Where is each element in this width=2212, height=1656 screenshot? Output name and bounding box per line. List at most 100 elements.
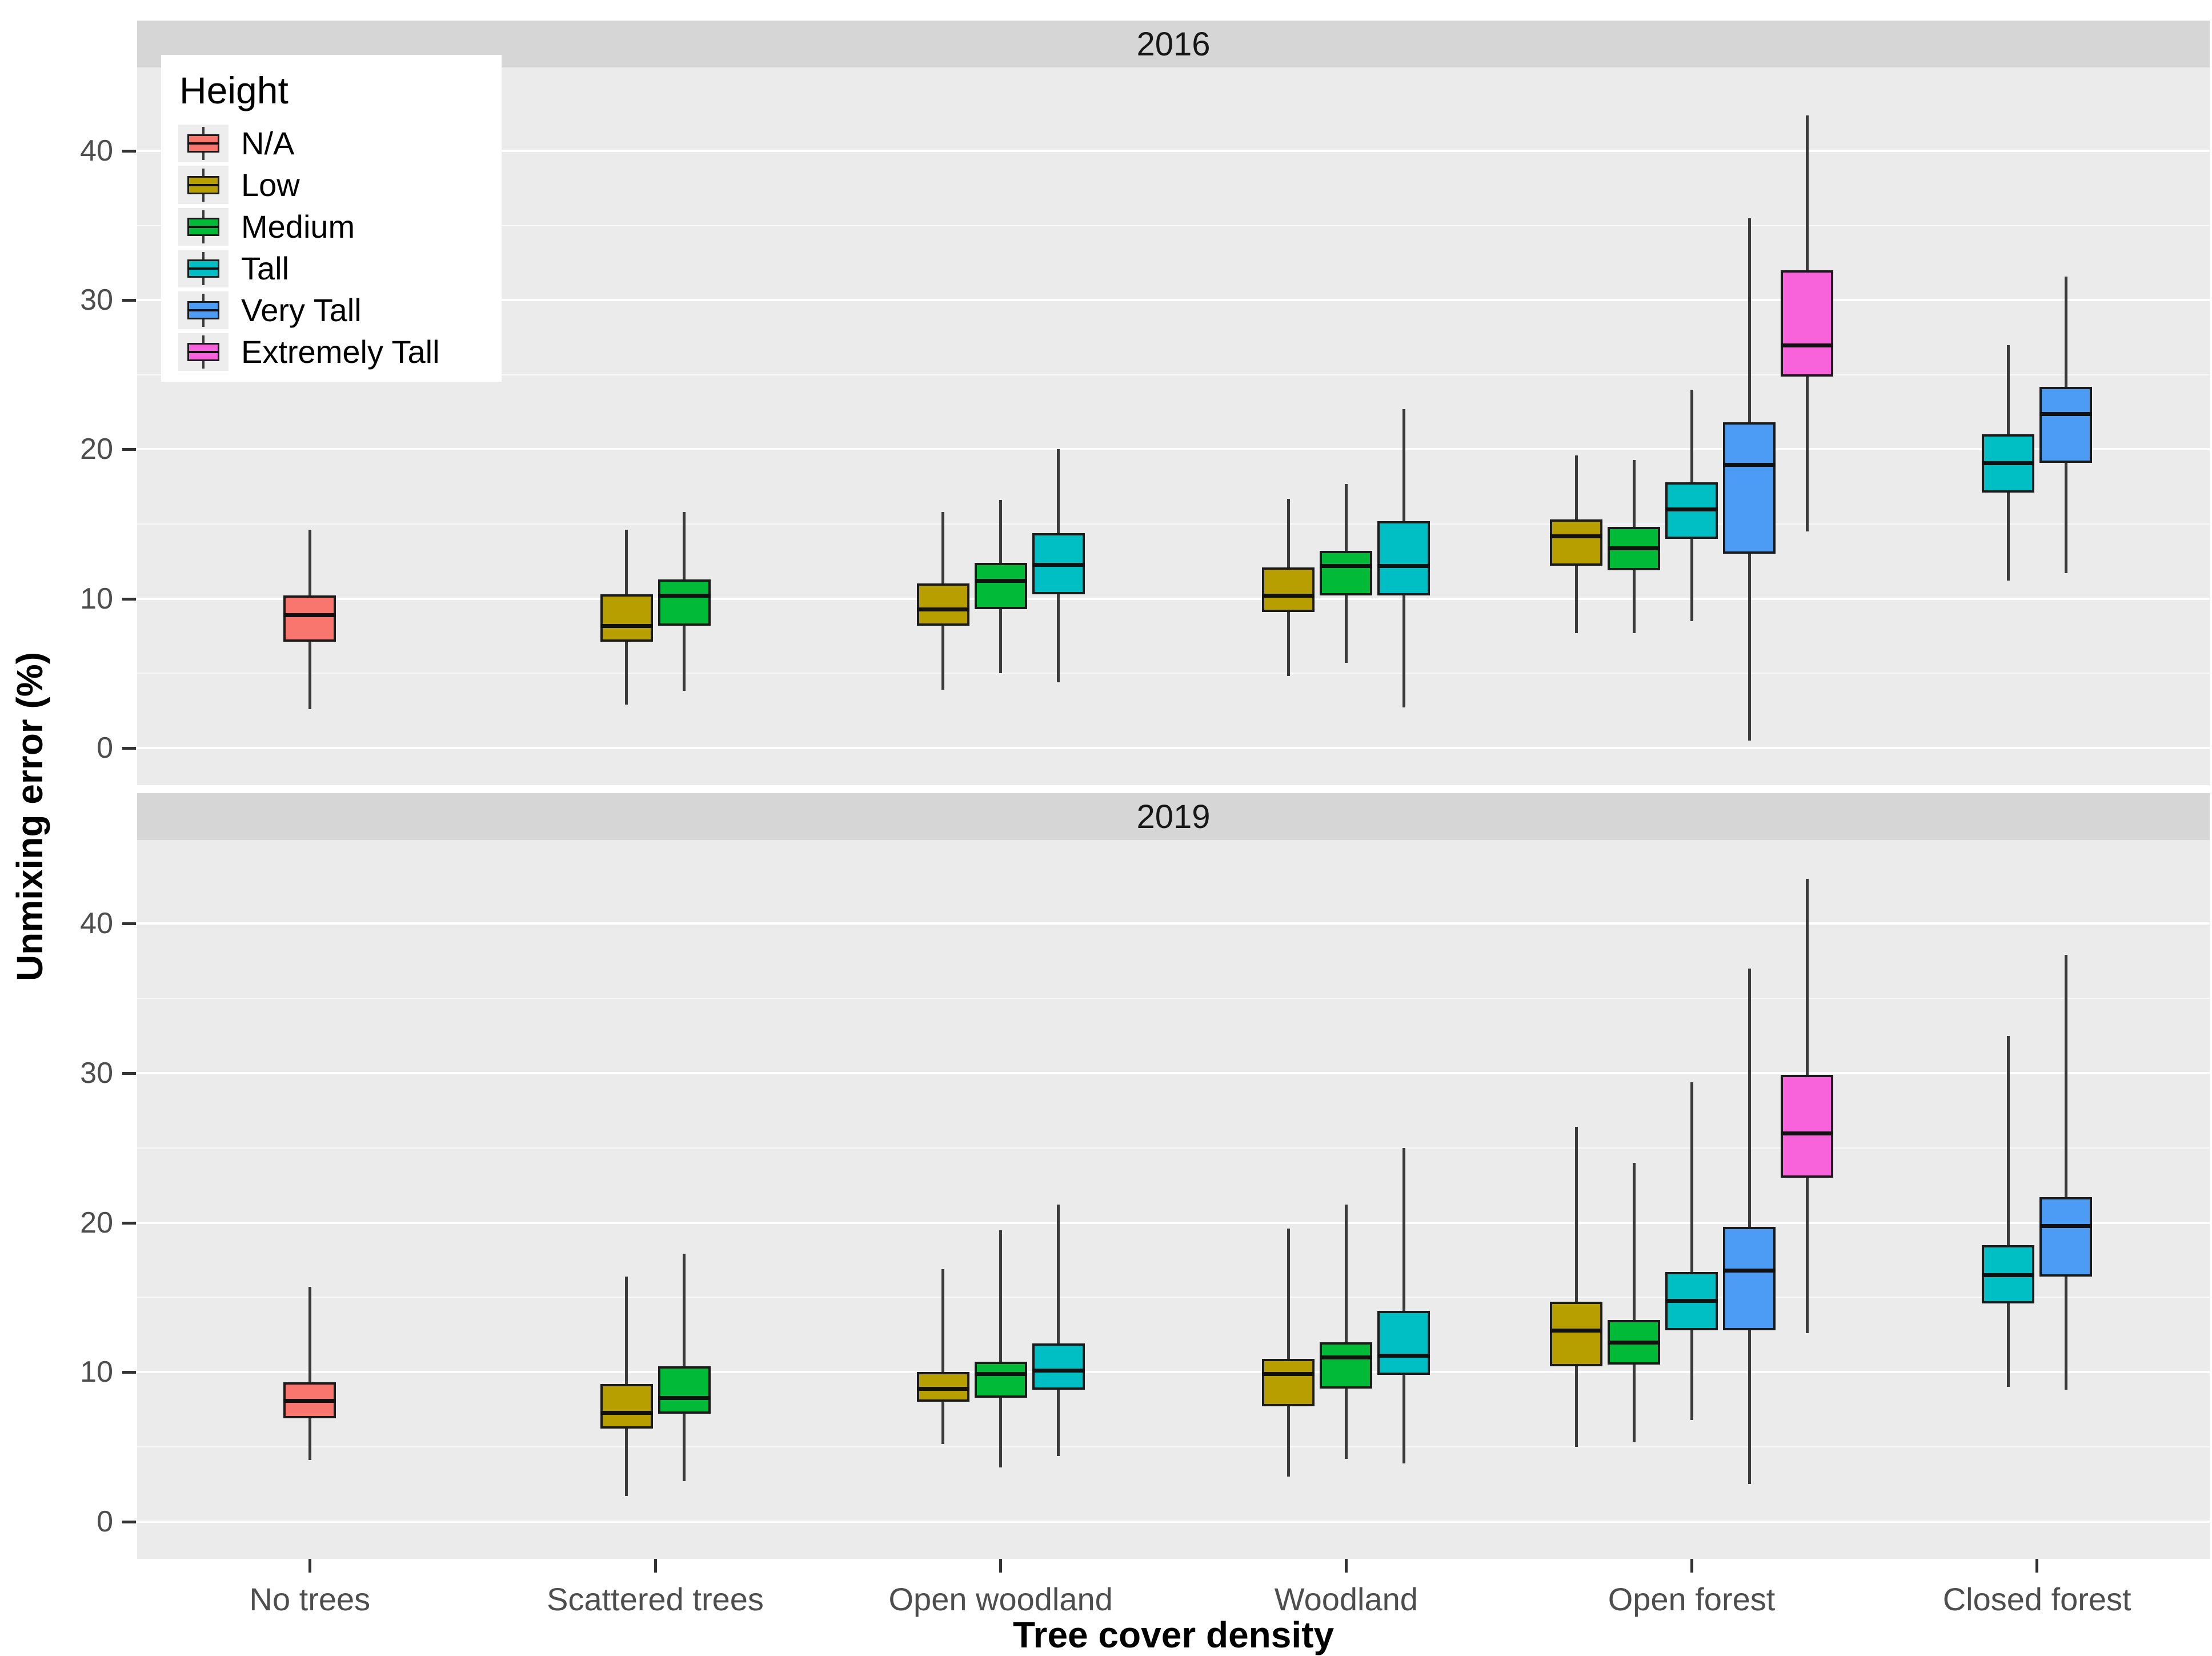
whisker-2019-woodland-medium: [1344, 1205, 1348, 1459]
x-tick-mark-woodland: [1344, 1559, 1348, 1573]
x-tick-label-open-forest: Open forest: [1608, 1581, 1776, 1617]
y-tick-label-2019-30: 30: [80, 1057, 113, 1090]
box-2016-woodland-medium: [1320, 551, 1373, 596]
box-2019-open-forest-very-tall: [1723, 1227, 1776, 1330]
median-2019-open-forest-medium: [1608, 1340, 1660, 1345]
whisker-2019-woodland-low: [1287, 1228, 1290, 1477]
median-2016-open-forest-medium: [1608, 546, 1660, 550]
box-2016-open-forest-low: [1550, 519, 1602, 566]
median-2019-scattered-trees-medium: [658, 1395, 711, 1400]
gridline-major-10: [137, 597, 2210, 600]
median-2019-woodland-low: [1262, 1371, 1315, 1376]
x-tick-label-scattered-trees: Scattered trees: [547, 1581, 764, 1617]
legend-item-label: N/A: [241, 125, 295, 161]
x-tick-label-closed-forest: Closed forest: [1942, 1581, 2131, 1617]
whisker-2019-woodland-tall: [1402, 1147, 1405, 1463]
boxplot-key-icon: [178, 333, 229, 371]
median-2019-closed-forest-very-tall: [2039, 1223, 2093, 1228]
median-2016-open-woodland-low: [916, 607, 969, 611]
box-2016-open-forest-extremely-tall: [1781, 270, 1833, 377]
median-2016-open-forest-extremely-tall: [1781, 343, 1833, 347]
median-2016-woodland-low: [1262, 594, 1315, 598]
gridline-major-20: [137, 448, 2210, 451]
boxplot-key-icon: [178, 124, 229, 162]
box-2016-open-forest-very-tall: [1723, 422, 1776, 554]
median-2019-closed-forest-tall: [1982, 1273, 2035, 1278]
gridline-major-20: [137, 1221, 2210, 1224]
box-2016-woodland-low: [1262, 567, 1315, 613]
gridline-major-0: [137, 746, 2210, 749]
median-2016-woodland-medium: [1320, 564, 1373, 569]
gridline-minor-5: [137, 673, 2210, 674]
y-tick-label-2019-0: 0: [97, 1505, 113, 1538]
whisker-2019-open-forest-very-tall: [1748, 968, 1751, 1485]
y-tick-label-2016-30: 30: [80, 283, 113, 317]
legend-item-n-a: N/A: [178, 122, 502, 164]
box-2016-open-woodland-low: [916, 583, 969, 626]
median-2019-woodland-tall: [1377, 1354, 1430, 1358]
y-tick-mark-2016-0: [122, 746, 136, 750]
y-tick-mark-2019-0: [122, 1520, 136, 1523]
median-2016-woodland-tall: [1377, 564, 1430, 569]
median-2019-woodland-medium: [1320, 1355, 1373, 1359]
legend-item-low: Low: [178, 164, 502, 206]
box-2019-open-woodland-tall: [1032, 1343, 1085, 1390]
gridline-minor-35: [137, 998, 2210, 999]
gridline-minor-15: [137, 523, 2210, 525]
y-tick-mark-2019-40: [122, 922, 136, 926]
y-tick-label-2019-10: 10: [80, 1355, 113, 1389]
y-tick-label-2016-20: 20: [80, 433, 113, 466]
boxplot-key-icon: [178, 249, 229, 287]
x-tick-mark-open-woodland: [999, 1559, 1003, 1573]
y-tick-mark-2016-40: [122, 150, 136, 153]
whisker-2019-closed-forest-tall: [2006, 1035, 2010, 1387]
box-2016-scattered-trees-medium: [658, 579, 711, 626]
gridline-major-40: [137, 922, 2210, 925]
median-2016-open-forest-tall: [1665, 507, 1718, 511]
x-tick-label-woodland: Woodland: [1274, 1581, 1418, 1617]
box-2019-open-forest-low: [1550, 1302, 1602, 1366]
panel-2019: [137, 840, 2210, 1559]
whisker-2019-no-trees-n-a: [308, 1286, 311, 1461]
x-tick-mark-open-forest: [1690, 1559, 1693, 1573]
gridline-major-10: [137, 1371, 2210, 1374]
y-tick-mark-2019-10: [122, 1371, 136, 1374]
x-tick-label-no-trees: No trees: [249, 1581, 371, 1617]
median-2016-open-woodland-medium: [974, 579, 1027, 583]
box-2019-scattered-trees-low: [600, 1384, 653, 1429]
legend: Height N/A Low Medium Tall Very Tall Extremel…: [161, 55, 502, 382]
box-2016-no-trees-n-a: [283, 595, 336, 642]
y-tick-mark-2019-30: [122, 1072, 136, 1075]
y-tick-label-2016-10: 10: [80, 582, 113, 615]
box-2016-scattered-trees-low: [600, 594, 653, 642]
box-2019-scattered-trees-medium: [658, 1366, 711, 1414]
median-2016-no-trees-n-a: [283, 613, 336, 618]
box-2016-woodland-tall: [1377, 521, 1430, 596]
median-2016-open-forest-very-tall: [1723, 462, 1776, 467]
x-tick-label-open-woodland: Open woodland: [888, 1581, 1113, 1617]
legend-item-label: Very Tall: [241, 292, 362, 328]
legend-title: Height: [179, 69, 288, 111]
gridline-major-30: [137, 1071, 2210, 1074]
y-tick-mark-2016-20: [122, 448, 136, 451]
legend-item-medium: Medium: [178, 206, 502, 247]
legend-item-label: Tall: [241, 250, 290, 286]
y-tick-label-2016-0: 0: [97, 731, 113, 765]
median-2019-open-forest-tall: [1665, 1298, 1718, 1303]
x-tick-mark-scattered-trees: [654, 1559, 657, 1573]
box-2019-closed-forest-very-tall: [2039, 1197, 2093, 1277]
median-2016-open-forest-low: [1550, 534, 1602, 538]
boxplot-key-icon: [178, 207, 229, 246]
median-2016-open-woodland-tall: [1032, 562, 1085, 567]
median-2016-closed-forest-very-tall: [2039, 411, 2093, 416]
legend-item-label: Medium: [241, 209, 355, 245]
facet-strip-2019: 2019: [137, 793, 2210, 840]
gridline-minor-25: [137, 1147, 2210, 1149]
median-2016-scattered-trees-low: [600, 623, 653, 628]
legend-item-extremely-tall: Extremely Tall: [178, 331, 502, 373]
box-2019-woodland-tall: [1377, 1310, 1430, 1375]
box-2019-woodland-low: [1262, 1358, 1315, 1407]
y-tick-mark-2019-20: [122, 1221, 136, 1225]
y-tick-label-2016-40: 40: [80, 134, 113, 168]
box-2019-open-woodland-medium: [974, 1361, 1027, 1398]
